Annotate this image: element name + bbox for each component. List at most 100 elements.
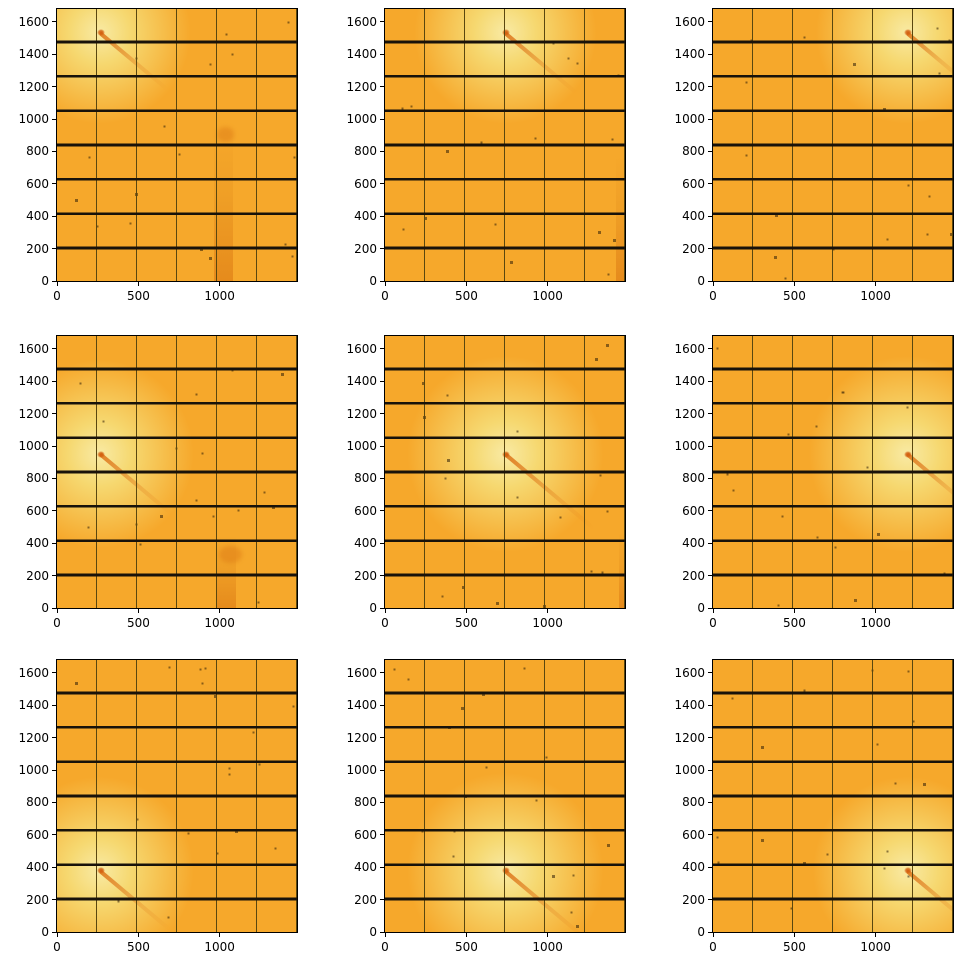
y-tick-label: 1400 [674, 374, 705, 389]
x-tick [219, 609, 221, 613]
y-tick [380, 834, 384, 836]
y-tick [708, 86, 712, 88]
x-tick-label: 500 [782, 940, 806, 954]
y-tick [52, 413, 56, 415]
y-tick-label: 400 [682, 536, 705, 551]
y-tick-label: 400 [354, 209, 377, 224]
y-tick-label: 600 [682, 827, 705, 842]
y-tick-label: 1000 [346, 112, 377, 126]
dead-pixel-speckles [57, 9, 58, 10]
y-tick [52, 150, 56, 152]
y-tick [52, 183, 56, 185]
y-tick [52, 801, 56, 803]
detector-image [57, 336, 297, 608]
x-tick-label: 1000 [204, 289, 235, 303]
y-tick [708, 413, 712, 415]
x-tick [219, 933, 221, 937]
y-tick-label: 1600 [18, 341, 49, 356]
y-tick-label: 600 [682, 503, 705, 518]
x-tick-label: 0 [381, 616, 389, 630]
x-tick [793, 282, 795, 286]
y-tick-label: 1600 [674, 341, 705, 356]
y-tick [380, 510, 384, 512]
x-tick-label: 500 [454, 289, 478, 303]
dead-pixel-speckles [385, 660, 386, 661]
x-tick-label: 500 [126, 940, 150, 954]
y-tick [380, 704, 384, 706]
x-tick [547, 609, 549, 613]
x-tick-label: 1000 [860, 940, 891, 954]
y-tick [52, 575, 56, 577]
dead-pixel-speckles [57, 336, 58, 337]
y-tick-label: 0 [697, 601, 705, 615]
x-tick-label: 1000 [204, 940, 235, 954]
detector-image [385, 660, 625, 932]
y-tick-label: 1000 [674, 112, 705, 126]
y-tick-label: 800 [26, 795, 49, 810]
detector-base-colormap [713, 9, 953, 281]
y-tick [380, 280, 384, 282]
y-tick [52, 672, 56, 674]
x-tick [547, 282, 549, 286]
y-tick-label: 1600 [18, 665, 49, 680]
y-tick-label: 400 [682, 860, 705, 875]
y-tick [708, 21, 712, 23]
x-tick-label: 500 [782, 289, 806, 303]
y-tick-label: 1400 [674, 698, 705, 713]
y-tick-label: 1000 [18, 763, 49, 777]
y-tick [52, 834, 56, 836]
y-tick-label: 200 [354, 568, 377, 583]
y-tick [380, 21, 384, 23]
y-tick [52, 86, 56, 88]
y-tick [708, 575, 712, 577]
y-tick [708, 280, 712, 282]
y-tick [52, 607, 56, 609]
y-tick-label: 0 [41, 274, 49, 288]
subplot-r2c0: 0 500 1000 0 200 400 600 800 1000 1200 1400 1600 [18, 659, 298, 954]
y-tick-label: 200 [682, 241, 705, 256]
y-tick [380, 542, 384, 544]
y-tick [52, 866, 56, 868]
x-tick-label: 1000 [532, 289, 563, 303]
y-tick [380, 575, 384, 577]
y-tick [708, 445, 712, 447]
y-tick [380, 607, 384, 609]
x-tick-label: 0 [381, 940, 389, 954]
detector-base-colormap [385, 9, 625, 281]
y-tick [52, 542, 56, 544]
y-tick-label: 800 [354, 471, 377, 486]
y-tick-label: 0 [369, 601, 377, 615]
x-tick [137, 609, 139, 613]
x-tick [547, 933, 549, 937]
dead-pixel-speckles [713, 660, 714, 661]
detector-image [713, 9, 953, 281]
y-tick [52, 280, 56, 282]
y-tick-label: 1400 [18, 698, 49, 713]
x-tick [793, 609, 795, 613]
y-tick [380, 348, 384, 350]
subplot-r2c2: 0 500 1000 0 200 400 600 800 1000 1200 1400 1600 [674, 659, 954, 954]
y-tick [708, 380, 712, 382]
detector-image [57, 660, 297, 932]
x-tick-label: 1000 [860, 616, 891, 630]
y-tick-label: 1400 [674, 47, 705, 62]
y-tick [708, 53, 712, 55]
y-tick [380, 86, 384, 88]
detector-image [385, 9, 625, 281]
y-tick-label: 600 [354, 176, 377, 191]
y-tick-label: 1600 [346, 665, 377, 680]
x-tick [56, 933, 58, 937]
y-tick-label: 200 [26, 892, 49, 907]
subplot-r2c1: 0 500 1000 0 200 400 600 800 1000 1200 1400 1600 [346, 659, 626, 954]
y-tick [52, 53, 56, 55]
y-tick-label: 1200 [18, 79, 49, 94]
y-tick [708, 248, 712, 250]
y-tick [708, 542, 712, 544]
y-tick [380, 801, 384, 803]
y-tick-label: 1400 [346, 374, 377, 389]
y-tick-label: 1200 [674, 79, 705, 94]
y-tick-label: 1000 [18, 112, 49, 126]
y-tick [708, 510, 712, 512]
y-tick [708, 477, 712, 479]
